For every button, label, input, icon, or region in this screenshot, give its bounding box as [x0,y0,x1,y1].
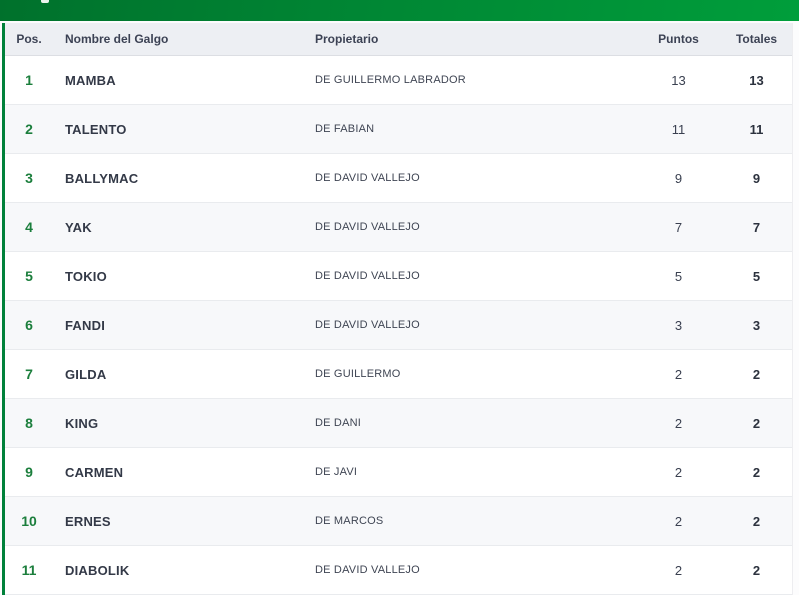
row-owner: DE DAVID VALLEJO [315,172,420,184]
row-owner: DE GUILLERMO LABRADOR [315,74,466,86]
row-galgo-name: DIABOLIK [65,562,130,578]
row-position: 11 [21,562,37,578]
row-owner: DE FABIAN [315,123,375,135]
row-owner: DE DAVID VALLEJO [315,564,420,576]
row-galgo-name: MAMBA [65,72,116,88]
row-totales: 2 [752,464,761,480]
row-totales: 7 [752,219,761,235]
row-puntos: 3 [674,317,683,333]
table-row: 11 DIABOLIK DE DAVID VALLEJO 2 2 [5,546,792,595]
row-puntos: 11 [671,121,686,137]
row-totales: 3 [752,317,761,333]
row-galgo-name: FANDI [65,317,105,333]
navbar-logo-fragment-icon [41,0,49,3]
row-position: 9 [25,464,33,480]
row-puntos: 5 [674,268,683,284]
row-totales: 2 [752,513,761,529]
row-owner: DE DAVID VALLEJO [315,270,420,282]
row-position: 8 [25,415,33,431]
row-puntos: 2 [674,366,683,382]
table-row: 3 BALLYMAC DE DAVID VALLEJO 9 9 [5,154,792,203]
row-puntos: 2 [674,464,683,480]
row-puntos: 9 [674,170,683,186]
column-header-totales: Totales [735,32,778,46]
row-galgo-name: KING [65,415,99,431]
table-row: 1 MAMBA DE GUILLERMO LABRADOR 13 13 [5,56,792,105]
row-position: 5 [25,268,33,284]
row-galgo-name: TALENTO [65,121,127,137]
row-owner: DE JAVI [315,466,358,478]
row-galgo-name: TOKIO [65,268,107,284]
table-row: 8 KING DE DANI 2 2 [5,399,792,448]
table-header-row: Pos. Nombre del Galgo Propietario Puntos… [5,23,792,56]
row-owner: DE MARCOS [315,515,384,527]
table-row: 6 FANDI DE DAVID VALLEJO 3 3 [5,301,792,350]
row-totales: 5 [752,268,761,284]
row-galgo-name: GILDA [65,366,107,382]
row-position: 10 [21,513,37,529]
row-position: 2 [25,121,33,137]
row-puntos: 13 [671,72,686,88]
table-row: 5 TOKIO DE DAVID VALLEJO 5 5 [5,252,792,301]
table-body: 1 MAMBA DE GUILLERMO LABRADOR 13 13 2 TA… [5,56,792,595]
row-owner: DE GUILLERMO [315,368,401,380]
table-row: 9 CARMEN DE JAVI 2 2 [5,448,792,497]
standings-table: Pos. Nombre del Galgo Propietario Puntos… [2,23,792,595]
row-totales: 2 [752,562,761,578]
column-header-pos: Pos. [16,32,42,46]
column-header-owner: Propietario [315,32,379,46]
row-totales: 2 [752,415,761,431]
row-galgo-name: BALLYMAC [65,170,139,186]
row-owner: DE DAVID VALLEJO [315,319,420,331]
table-row: 7 GILDA DE GUILLERMO 2 2 [5,350,792,399]
table-row: 2 TALENTO DE FABIAN 11 11 [5,105,792,154]
row-puntos: 2 [674,513,683,529]
row-position: 3 [25,170,33,186]
row-galgo-name: YAK [65,219,92,235]
top-navbar [0,0,799,21]
row-position: 7 [25,366,33,382]
row-puntos: 2 [674,562,683,578]
row-position: 6 [25,317,33,333]
column-header-puntos: Puntos [658,32,699,46]
table-row: 4 YAK DE DAVID VALLEJO 7 7 [5,203,792,252]
column-header-name: Nombre del Galgo [65,32,169,46]
row-puntos: 7 [674,219,683,235]
row-totales: 13 [749,72,764,88]
row-totales: 11 [749,121,764,137]
table-row: 10 ERNES DE MARCOS 2 2 [5,497,792,546]
row-position: 1 [25,72,33,88]
row-owner: DE DAVID VALLEJO [315,221,420,233]
row-galgo-name: ERNES [65,513,111,529]
row-position: 4 [25,219,33,235]
row-galgo-name: CARMEN [65,464,124,480]
row-totales: 9 [752,170,761,186]
row-totales: 2 [752,366,761,382]
row-puntos: 2 [674,415,683,431]
row-owner: DE DANI [315,417,362,429]
